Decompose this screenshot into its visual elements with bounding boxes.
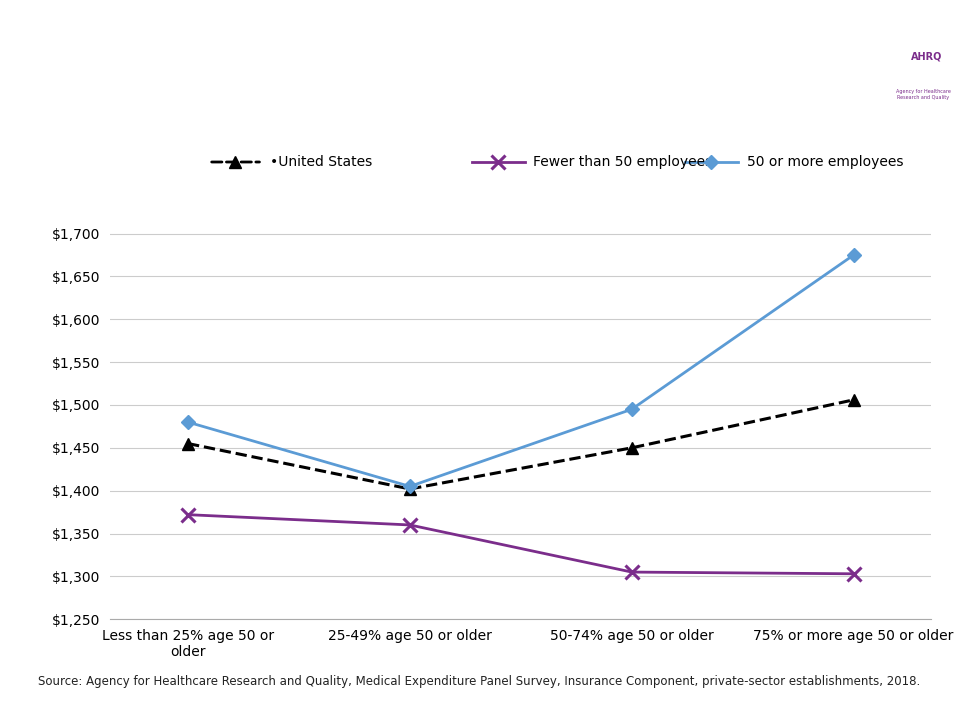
Text: Agency for Healthcare
Research and Quality: Agency for Healthcare Research and Quali… xyxy=(896,89,951,100)
Text: Source: Agency for Healthcare Research and Quality, Medical Expenditure Panel Su: Source: Agency for Healthcare Research a… xyxy=(38,675,921,688)
Text: •United States: •United States xyxy=(271,155,372,169)
Text: 50 or more employees: 50 or more employees xyxy=(747,155,903,169)
Text: by firm size and percentage of employees age 50 or older, 2018: by firm size and percentage of employees… xyxy=(94,81,770,100)
Text: Figure 4. Average annual employee contribution for single coverage,: Figure 4. Average annual employee contri… xyxy=(66,28,798,48)
Ellipse shape xyxy=(854,0,960,163)
Text: Fewer than 50 employees: Fewer than 50 employees xyxy=(533,155,712,169)
Text: AHRQ: AHRQ xyxy=(911,52,942,62)
